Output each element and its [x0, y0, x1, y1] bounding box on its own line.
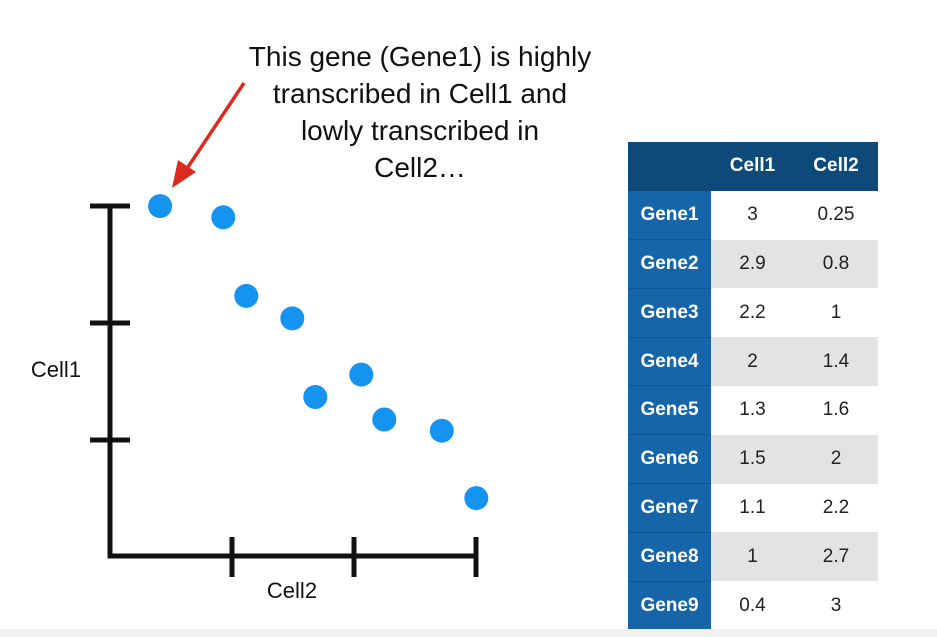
scatter-point-gene4 [280, 306, 305, 331]
annotation-line: lowly transcribed in [300, 115, 540, 146]
cell1-value: 3 [711, 190, 794, 240]
axes: Cell1 Cell2 [31, 203, 479, 603]
bottom-edge [0, 629, 937, 637]
row-header-gene: Gene2 [628, 239, 711, 289]
scatter-point-gene1 [148, 194, 173, 219]
scatter-point-gene5 [303, 385, 328, 409]
row-header-gene: Gene1 [628, 190, 711, 241]
cell2-value: 1.6 [794, 385, 878, 435]
scatter-point-gene8 [429, 418, 454, 443]
scatter-point-gene3 [234, 283, 259, 308]
scatter-point-gene2 [211, 205, 236, 230]
cell2-value: 2 [794, 434, 878, 484]
table-header-row: Cell1 Cell2 [628, 142, 878, 191]
table-row: Gene5 1.3 1.6 [628, 385, 878, 436]
cell2-value: 3 [794, 581, 878, 630]
cell1-value: 2.2 [711, 288, 794, 338]
cell1-value: 2 [711, 337, 794, 386]
cell2-value: 1.4 [794, 337, 878, 386]
cell1-value: 2.9 [711, 239, 794, 289]
table-corner [628, 142, 711, 191]
table-body: Gene1 3 0.25 Gene2 2.9 0.8 Gene3 2.2 1 Gene4 2 1.4 G… [628, 190, 878, 631]
cell1-value: 0.4 [711, 581, 794, 630]
annotation-text: This gene (Gene1) is highly transcribed … [200, 38, 640, 186]
cell1-value: 1.3 [711, 385, 794, 435]
annotation-line: Cell2… [374, 152, 466, 183]
row-header-gene: Gene5 [628, 385, 711, 436]
table-row: Gene6 1.5 2 [628, 434, 878, 485]
scatter-point-gene6 [349, 362, 374, 387]
table-row: Gene2 2.9 0.8 [628, 239, 878, 289]
cell2-value: 2.2 [794, 483, 878, 533]
cell1-value: 1.1 [711, 483, 794, 533]
annotation-arrow [172, 82, 246, 188]
cell1-value: 1.5 [711, 434, 794, 484]
y-axis-label: Cell1 [31, 357, 81, 382]
cell2-value: 0.8 [794, 239, 878, 289]
expression-table: Cell1 Cell2 Gene1 3 0.25 Gene2 2.9 0.8 Gene3 2.… [628, 142, 878, 631]
data-points [148, 194, 489, 511]
cell1-value: 1 [711, 532, 794, 582]
table-row: Gene3 2.2 1 [628, 288, 878, 338]
scatter-plot: Cell1 Cell2 [31, 82, 489, 603]
scatter-point-gene9 [464, 486, 489, 511]
row-header-gene: Gene3 [628, 288, 711, 338]
row-header-gene: Gene4 [628, 337, 711, 387]
row-header-gene: Gene6 [628, 434, 711, 485]
row-header-gene: Gene7 [628, 483, 711, 533]
table-row: Gene1 3 0.25 [628, 190, 878, 241]
arrow-shaft [184, 82, 246, 171]
annotation-line: transcribed in Cell1 and [272, 78, 568, 109]
arrow-head [172, 160, 196, 188]
table-row: Gene4 2 1.4 [628, 337, 878, 387]
scatter-point-gene7 [372, 407, 397, 432]
cell2-value: 2.7 [794, 532, 878, 582]
column-header-cell2: Cell2 [794, 142, 878, 191]
table-row: Gene9 0.4 3 [628, 581, 878, 631]
table-row: Gene8 1 2.7 [628, 532, 878, 582]
row-header-gene: Gene8 [628, 532, 711, 582]
column-header-cell1: Cell1 [711, 142, 794, 191]
annotation-line: This gene (Gene1) is highly [248, 41, 592, 72]
row-header-gene: Gene9 [628, 581, 711, 631]
cell2-value: 1 [794, 288, 878, 338]
cell2-value: 0.25 [794, 190, 878, 240]
x-axis-label: Cell2 [267, 578, 317, 603]
table-row: Gene7 1.1 2.2 [628, 483, 878, 533]
